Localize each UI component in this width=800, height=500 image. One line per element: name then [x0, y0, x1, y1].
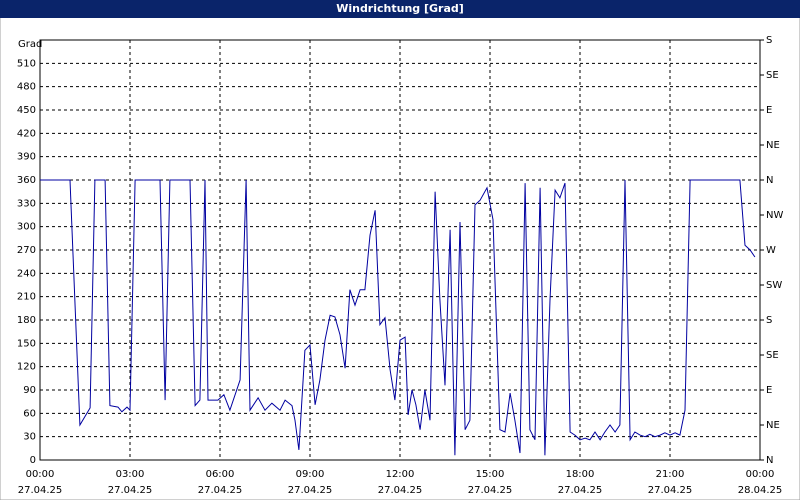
- y-tick-label: 330: [17, 198, 36, 209]
- y2-tick-label: N: [766, 455, 773, 466]
- y-tick-label: 510: [17, 58, 36, 69]
- y-tick-label: 480: [17, 82, 36, 93]
- x-tick-label: 06:00: [206, 469, 235, 480]
- x-tick-label: 12:00: [386, 469, 415, 480]
- x-tick-label: 09:00: [296, 469, 325, 480]
- x-tick-date: 28.04.25: [738, 485, 783, 496]
- chart-title: Windrichtung [Grad]: [336, 2, 464, 15]
- y-tick-label: 120: [17, 362, 36, 373]
- y-tick-label: 360: [17, 175, 36, 186]
- y-tick-label: 420: [17, 128, 36, 139]
- y2-tick-label: SW: [766, 280, 782, 291]
- y2-tick-label: NE: [766, 140, 780, 151]
- x-tick-label: 21:00: [656, 469, 685, 480]
- y2-tick-label: S: [766, 315, 772, 326]
- y-tick-label: 450: [17, 105, 36, 116]
- x-tick-label: 00:00: [26, 469, 55, 480]
- y-tick-label: 30: [23, 432, 36, 443]
- y-tick-label: 210: [17, 292, 36, 303]
- y-tick-label: 390: [17, 152, 36, 163]
- y2-tick-label: E: [766, 105, 772, 116]
- y2-tick-label: SE: [766, 70, 779, 81]
- y-tick-label: 60: [23, 408, 36, 419]
- y-tick-label: 270: [17, 245, 36, 256]
- y-tick-label: 90: [23, 385, 36, 396]
- data-line: [40, 179, 756, 456]
- x-tick-date: 27.04.25: [378, 485, 423, 496]
- x-tick-date: 27.04.25: [648, 485, 693, 496]
- y2-tick-label: W: [766, 245, 776, 256]
- y2-tick-label: NW: [766, 210, 783, 221]
- y2-tick-label: NE: [766, 420, 780, 431]
- y2-tick-label: E: [766, 385, 772, 396]
- x-tick-label: 00:00: [746, 469, 775, 480]
- x-tick-date: 27.04.25: [18, 485, 63, 496]
- y2-tick-label: N: [766, 175, 773, 186]
- title-bar: [0, 0, 800, 18]
- y-tick-label: 0: [30, 455, 36, 466]
- x-tick-label: 18:00: [566, 469, 595, 480]
- y2-tick-label: S: [766, 35, 772, 46]
- y-tick-label: 300: [17, 222, 36, 233]
- x-tick-label: 15:00: [476, 469, 505, 480]
- y-axis-label: Grad: [18, 39, 42, 50]
- x-tick-date: 27.04.25: [468, 485, 513, 496]
- y-tick-label: 240: [17, 268, 36, 279]
- x-tick-date: 27.04.25: [198, 485, 243, 496]
- y-tick-label: 150: [17, 338, 36, 349]
- y-tick-label: 180: [17, 315, 36, 326]
- y2-tick-label: SE: [766, 350, 779, 361]
- x-tick-date: 27.04.25: [558, 485, 603, 496]
- x-tick-date: 27.04.25: [108, 485, 153, 496]
- x-tick-date: 27.04.25: [288, 485, 333, 496]
- x-tick-label: 03:00: [116, 469, 145, 480]
